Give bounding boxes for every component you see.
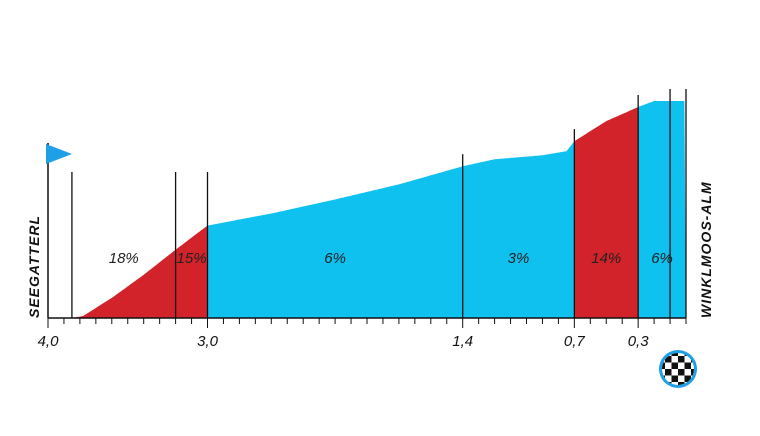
- x-tick-label: 3,0: [197, 333, 219, 350]
- checker-square: [684, 375, 691, 382]
- checker-square: [691, 382, 694, 385]
- profile-segment-4: [462, 141, 575, 318]
- checker-square: [691, 369, 694, 376]
- gradient-label-3: 6%: [324, 250, 346, 267]
- checker-square: [678, 369, 685, 376]
- x-tick-label: 0,7: [564, 333, 586, 350]
- checker-pattern: [662, 353, 694, 385]
- checker-square: [684, 362, 691, 369]
- finish-location-label: WINKLMOOS-ALM: [698, 181, 714, 318]
- checker-square: [665, 369, 672, 376]
- profile-segment-5: [574, 107, 639, 318]
- x-tick-label: 1,4: [452, 333, 473, 350]
- x-tick-labels: 4,0 3,0 1,4 0,7 0,3: [38, 333, 650, 350]
- checker-square: [678, 382, 685, 385]
- gradient-label-2: 15%: [177, 250, 207, 267]
- checker-square: [671, 353, 678, 356]
- checker-square: [671, 362, 678, 369]
- checker-square: [671, 375, 678, 382]
- profile-areas: [71, 101, 686, 318]
- gradient-label-1: 18%: [109, 250, 139, 267]
- gradient-label-4: 3%: [508, 250, 530, 267]
- x-tick-label: 0,3: [628, 333, 650, 350]
- checker-square: [678, 356, 685, 363]
- x-tick-label: 4,0: [38, 333, 60, 350]
- x-axis: [47, 317, 687, 328]
- profile-segment-3: [207, 166, 463, 318]
- segment-markers: [71, 89, 687, 318]
- profile-segment-2: [175, 225, 208, 318]
- gradient-labels: 18% 15% 6% 3% 14% 6%: [109, 250, 673, 267]
- checker-square: [665, 356, 672, 363]
- gradient-label-6: 6%: [651, 250, 673, 267]
- gradient-label-5: 14%: [591, 250, 621, 267]
- checker-square: [662, 353, 665, 356]
- start-flag-icon: [46, 143, 72, 318]
- profile-segment-6: [638, 101, 686, 318]
- checker-square: [662, 362, 665, 369]
- checkered-finish-icon: [659, 350, 697, 388]
- profile-segment-1: [71, 249, 176, 318]
- start-location-label: SEEGATTERL: [26, 215, 42, 318]
